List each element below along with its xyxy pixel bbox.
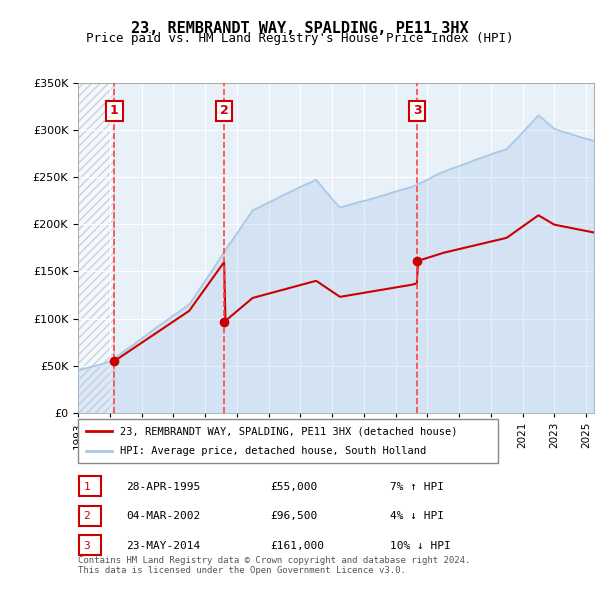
Text: 4% ↓ HPI: 4% ↓ HPI [390, 512, 444, 521]
Text: 23-MAY-2014: 23-MAY-2014 [126, 541, 200, 550]
Text: 2: 2 [83, 512, 91, 521]
Text: £96,500: £96,500 [270, 512, 317, 521]
Text: 3: 3 [83, 541, 91, 550]
Text: 04-MAR-2002: 04-MAR-2002 [126, 512, 200, 521]
Text: £55,000: £55,000 [270, 482, 317, 491]
Text: Contains HM Land Registry data © Crown copyright and database right 2024.
This d: Contains HM Land Registry data © Crown c… [78, 556, 470, 575]
FancyBboxPatch shape [79, 535, 101, 555]
Text: 3: 3 [413, 104, 422, 117]
Text: £161,000: £161,000 [270, 541, 324, 550]
Text: HPI: Average price, detached house, South Holland: HPI: Average price, detached house, Sout… [120, 446, 426, 455]
Text: 1: 1 [83, 482, 91, 491]
Text: Price paid vs. HM Land Registry's House Price Index (HPI): Price paid vs. HM Land Registry's House … [86, 32, 514, 45]
Text: 28-APR-1995: 28-APR-1995 [126, 482, 200, 491]
Text: 23, REMBRANDT WAY, SPALDING, PE11 3HX: 23, REMBRANDT WAY, SPALDING, PE11 3HX [131, 21, 469, 35]
Text: 2: 2 [220, 104, 229, 117]
Text: 1: 1 [110, 104, 119, 117]
FancyBboxPatch shape [79, 506, 101, 526]
Text: 7% ↑ HPI: 7% ↑ HPI [390, 482, 444, 491]
FancyBboxPatch shape [78, 419, 498, 463]
Text: 23, REMBRANDT WAY, SPALDING, PE11 3HX (detached house): 23, REMBRANDT WAY, SPALDING, PE11 3HX (d… [120, 427, 458, 436]
Text: 10% ↓ HPI: 10% ↓ HPI [390, 541, 451, 550]
FancyBboxPatch shape [79, 476, 101, 496]
Bar [78, 83, 115, 413]
